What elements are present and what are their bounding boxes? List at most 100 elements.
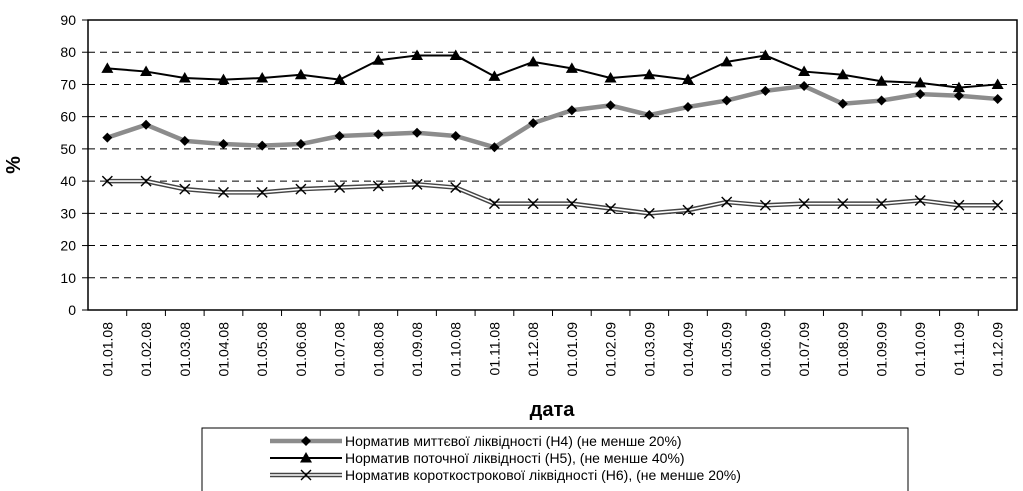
series-line (107, 178, 998, 216)
data-point (449, 49, 462, 60)
data-point (604, 72, 617, 83)
x-tick-label: 01.03.09 (641, 322, 657, 377)
x-tick-label: 01.08.09 (835, 322, 851, 377)
data-point (372, 180, 384, 192)
y-tick-label: 30 (60, 205, 76, 221)
data-point (759, 199, 771, 211)
x-tick-label: 01.11.08 (486, 322, 502, 376)
data-point (915, 89, 926, 100)
x-tick-label: 01.11.09 (951, 322, 967, 376)
legend-label: Норматив короткострокової ліквідності (Н… (345, 467, 741, 483)
data-point (256, 72, 269, 83)
x-tick-label: 01.03.08 (177, 322, 193, 377)
data-point (334, 131, 345, 141)
data-point (527, 198, 539, 210)
data-point (836, 68, 849, 80)
legend-label: Норматив миттєвої ліквідності (Н4) (не м… (345, 433, 682, 449)
series-2 (101, 49, 1004, 93)
y-tick-label: 40 (60, 173, 76, 189)
x-tick-label: 01.02.09 (603, 322, 619, 377)
y-tick-label: 70 (60, 76, 76, 92)
grid-lines (88, 51, 1017, 279)
x-tick-label: 01.06.08 (293, 322, 309, 377)
data-point (760, 85, 771, 96)
x-tick-label: 01.02.08 (138, 322, 154, 377)
data-point (101, 175, 113, 187)
data-point (140, 65, 153, 77)
legend: Норматив миттєвої ліквідності (Н4) (не м… (201, 427, 909, 491)
x-tick-label: 01.06.09 (757, 322, 773, 377)
legend-item-1: Норматив миттєвої ліквідності (Н4) (не м… (270, 433, 682, 449)
data-point (141, 119, 152, 130)
plot-area (87, 19, 1018, 311)
legend-box (201, 427, 909, 491)
data-point (373, 129, 384, 140)
data-point (643, 207, 655, 219)
series-3 (101, 175, 1004, 219)
data-point (914, 76, 927, 88)
data-point (179, 183, 191, 195)
x-tick-label: 01.08.08 (370, 322, 386, 377)
x-tick-label: 01.05.08 (254, 322, 270, 377)
data-point (257, 140, 268, 151)
data-point (301, 436, 311, 446)
y-tick-label: 10 (60, 270, 76, 286)
data-point (991, 78, 1004, 89)
data-point (217, 73, 230, 85)
data-point (294, 68, 307, 80)
series-line (107, 54, 998, 89)
series-group (101, 49, 1004, 219)
data-point (450, 131, 461, 141)
series-1 (102, 81, 1003, 153)
data-point (333, 73, 346, 85)
data-point (798, 198, 810, 210)
x-tick-label: 01.05.09 (719, 322, 735, 377)
x-tick-label: 01.09.08 (409, 322, 425, 377)
series-line-inner (107, 180, 998, 215)
x-axis: 01.01.08 01.02.08 01.03.08 01.04.08 01.05.08… (99, 310, 1006, 377)
data-point (681, 73, 694, 85)
data-point (682, 204, 694, 216)
x-tick-label: 01.04.08 (215, 322, 231, 377)
data-point (953, 90, 964, 101)
data-point (450, 182, 462, 194)
data-point (300, 469, 312, 481)
x-tick-label: 01.04.09 (680, 322, 696, 377)
y-tick-label: 60 (60, 109, 76, 125)
x-tick-label: 01.09.09 (874, 322, 890, 377)
data-point (953, 199, 965, 211)
data-point (605, 203, 617, 214)
data-point (412, 127, 423, 138)
x-tick-label: 01.12.09 (990, 322, 1006, 377)
data-point (566, 105, 577, 116)
legend-label: Норматив поточної ліквідності (Н5), (не … (345, 450, 685, 466)
x-tick-label: 01.07.08 (332, 322, 348, 377)
data-point (643, 68, 656, 80)
data-point (102, 132, 113, 143)
data-point (644, 110, 655, 121)
x-axis-title: дата (530, 399, 576, 421)
data-point (300, 452, 312, 463)
data-point (489, 142, 500, 153)
data-point (721, 95, 732, 106)
data-point (528, 118, 539, 129)
data-point (140, 175, 152, 187)
data-point (179, 135, 190, 146)
data-point (218, 139, 229, 150)
series-line (106, 83, 998, 150)
y-axis-title: % (3, 156, 25, 174)
data-point (178, 72, 191, 83)
y-tick-label: 50 (60, 141, 76, 157)
x-tick-label: 01.12.08 (525, 322, 541, 377)
data-point (217, 186, 229, 198)
data-point (372, 54, 385, 65)
data-point (682, 102, 693, 112)
data-point (798, 65, 811, 77)
legend-item-3: Норматив короткострокової ліквідності (Н… (270, 467, 741, 483)
data-point (721, 196, 733, 208)
data-point (992, 93, 1003, 104)
x-tick-label: 01.10.08 (448, 322, 464, 377)
y-tick-label: 0 (68, 302, 76, 318)
data-point (720, 55, 733, 67)
